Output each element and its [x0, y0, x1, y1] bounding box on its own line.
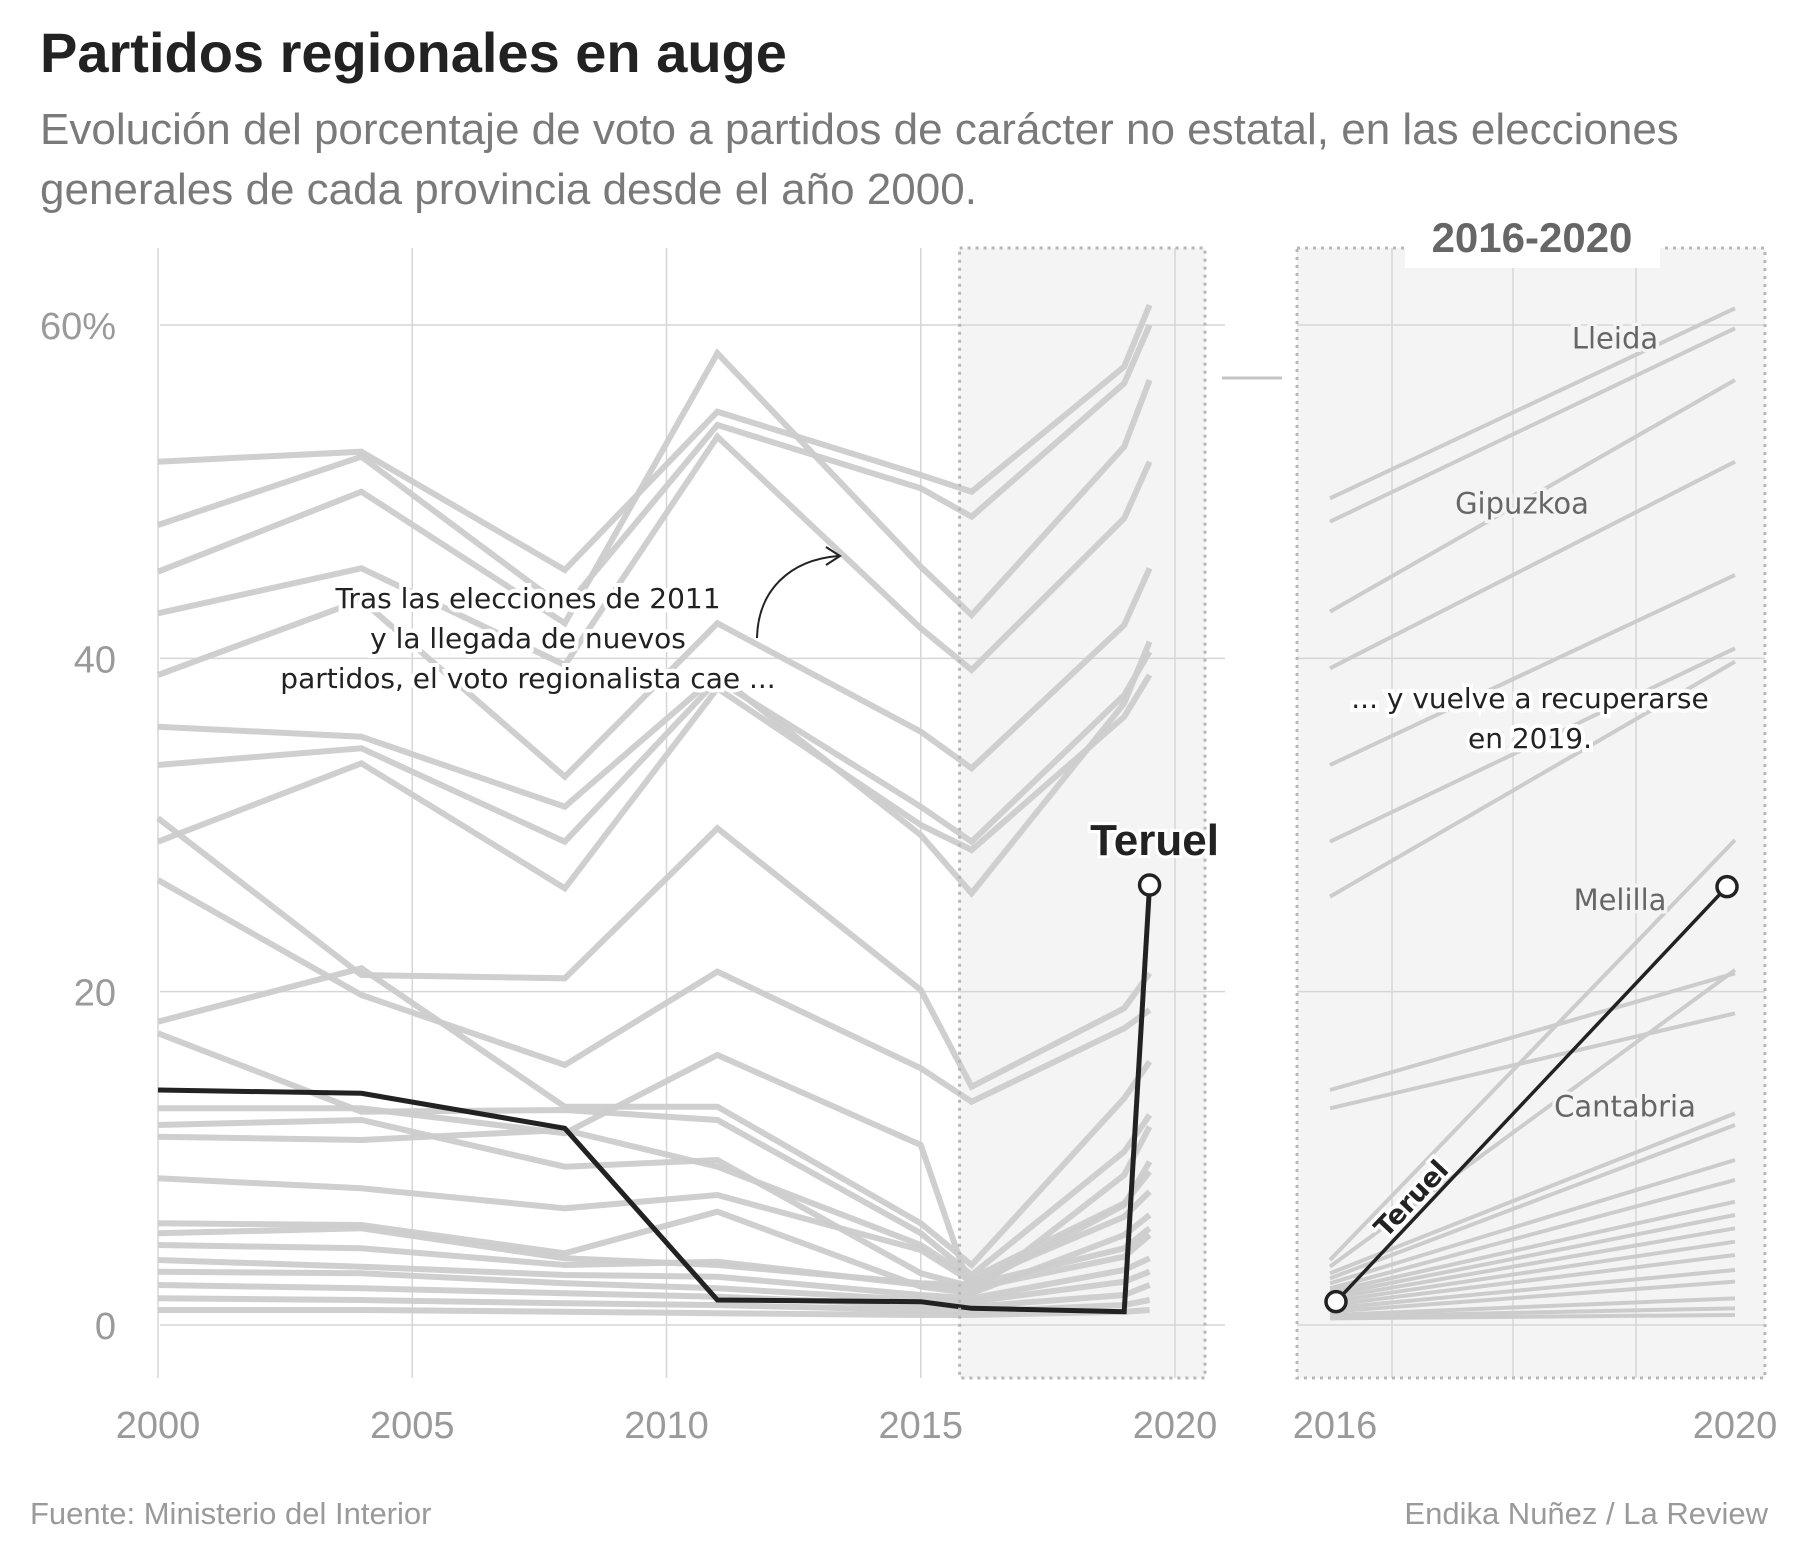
x-tick-label: 2020 — [1133, 1405, 1218, 1447]
zoom-frame-left — [958, 246, 1207, 1380]
series-line — [158, 1051, 1153, 1299]
source-note: Fuente: Ministerio del Interior — [30, 1496, 432, 1531]
series-line — [156, 877, 1152, 1106]
series-line-right — [1329, 1253, 1736, 1307]
annotation-left-line: y la llegada de nuevos — [370, 622, 686, 655]
series-line — [157, 432, 1153, 675]
series-line-right — [1329, 1306, 1736, 1319]
annotation-left-line: partidos, el voto regionalista cae ... — [280, 662, 775, 695]
credit-note: Endika Nuñez / La Review — [1404, 1496, 1768, 1531]
region-label: Melilla — [1574, 883, 1667, 917]
x-tick-label: 2015 — [878, 1405, 963, 1447]
annotation-left-line: Tras las elecciones de 2011 — [334, 582, 720, 615]
series-line — [157, 1208, 1152, 1297]
series-line — [157, 1295, 1151, 1315]
region-label: Lleida — [1572, 321, 1658, 355]
series-line — [157, 1255, 1151, 1302]
series-line-right — [1329, 1226, 1736, 1301]
y-tick-label: 0 — [95, 1306, 116, 1348]
series-line-right — [1329, 971, 1736, 1092]
y-tick-label: 40 — [74, 639, 116, 681]
panel-title-bg — [1405, 218, 1660, 268]
annotation-right-line: en 2019. — [1468, 722, 1592, 755]
teruel-line-right — [1334, 885, 1729, 1303]
series-line-right — [1329, 1313, 1736, 1321]
series-line-right — [1328, 968, 1737, 1269]
y-tick-label: 20 — [74, 973, 116, 1015]
series-line — [157, 1232, 1152, 1292]
series-line — [157, 965, 1153, 1270]
x-tick-label-right: 2016 — [1293, 1405, 1378, 1447]
x-tick-label-right: 2020 — [1693, 1405, 1778, 1447]
series-line-right — [1329, 1279, 1736, 1314]
series-line-right — [1329, 1296, 1736, 1317]
series-line-right — [1329, 1011, 1736, 1111]
panel-frames — [958, 218, 1767, 1380]
series-line — [156, 567, 1153, 781]
teruel-label: Teruel — [1090, 816, 1219, 865]
series-line-right — [1328, 838, 1737, 1262]
series-line-right — [1329, 378, 1736, 614]
series-line — [156, 673, 1153, 893]
series-line-right — [1329, 646, 1736, 844]
teruel-end-point — [1137, 873, 1162, 897]
series-line-right — [1329, 306, 1736, 501]
zoom-region-right — [1297, 248, 1765, 1378]
series-line-right — [1329, 1111, 1736, 1276]
series-line-right — [1329, 459, 1736, 671]
teruel-line — [157, 884, 1153, 1315]
chart-subtitle: Evolución del porcentaje de voto a parti… — [40, 105, 1679, 214]
annotation-right-line: ... y vuelve a recuperarse — [1351, 682, 1708, 715]
annotation-arrow-head — [825, 546, 842, 566]
region-label: Cantabria — [1554, 1090, 1696, 1124]
series-line — [156, 348, 1153, 628]
series-line-right — [1329, 1199, 1736, 1294]
series-lines — [156, 303, 1739, 1321]
x-tick-label: 2000 — [116, 1405, 201, 1447]
region-label: Gipuzkoa — [1455, 486, 1589, 520]
annotation-arrow — [756, 555, 839, 639]
y-tick-label: 60% — [40, 306, 116, 348]
series-line-right — [1329, 326, 1736, 524]
series-line — [156, 815, 1153, 1091]
panel-backgrounds — [959, 248, 1765, 1378]
panel-title: 2016-2020 — [1432, 214, 1633, 261]
chart-text: 0 20 40 60% 2000 2005 2010 2015 2020 Teruel Tras l… — [40, 214, 1777, 1447]
series-line-right — [1329, 1158, 1736, 1286]
x-tick-label: 2005 — [370, 1405, 455, 1447]
series-line-right — [1329, 1213, 1736, 1297]
series-line-right — [1329, 1239, 1736, 1304]
series-line-right — [1328, 659, 1737, 899]
series-line-right — [1329, 1268, 1736, 1311]
series-line — [157, 1175, 1152, 1286]
series-line — [157, 1126, 1152, 1282]
series-line-right — [1329, 1123, 1736, 1281]
series-line-right — [1329, 573, 1736, 767]
x-tick-label: 2010 — [624, 1405, 709, 1447]
chart-title: Partidos regionales en auge — [40, 21, 787, 84]
series-line — [157, 303, 1153, 574]
series-line — [157, 650, 1153, 846]
series-line — [157, 1268, 1151, 1305]
teruel-start-point-right — [1324, 1289, 1348, 1314]
series-line-right — [1329, 1178, 1736, 1291]
teruel-end-point-right — [1715, 874, 1739, 899]
